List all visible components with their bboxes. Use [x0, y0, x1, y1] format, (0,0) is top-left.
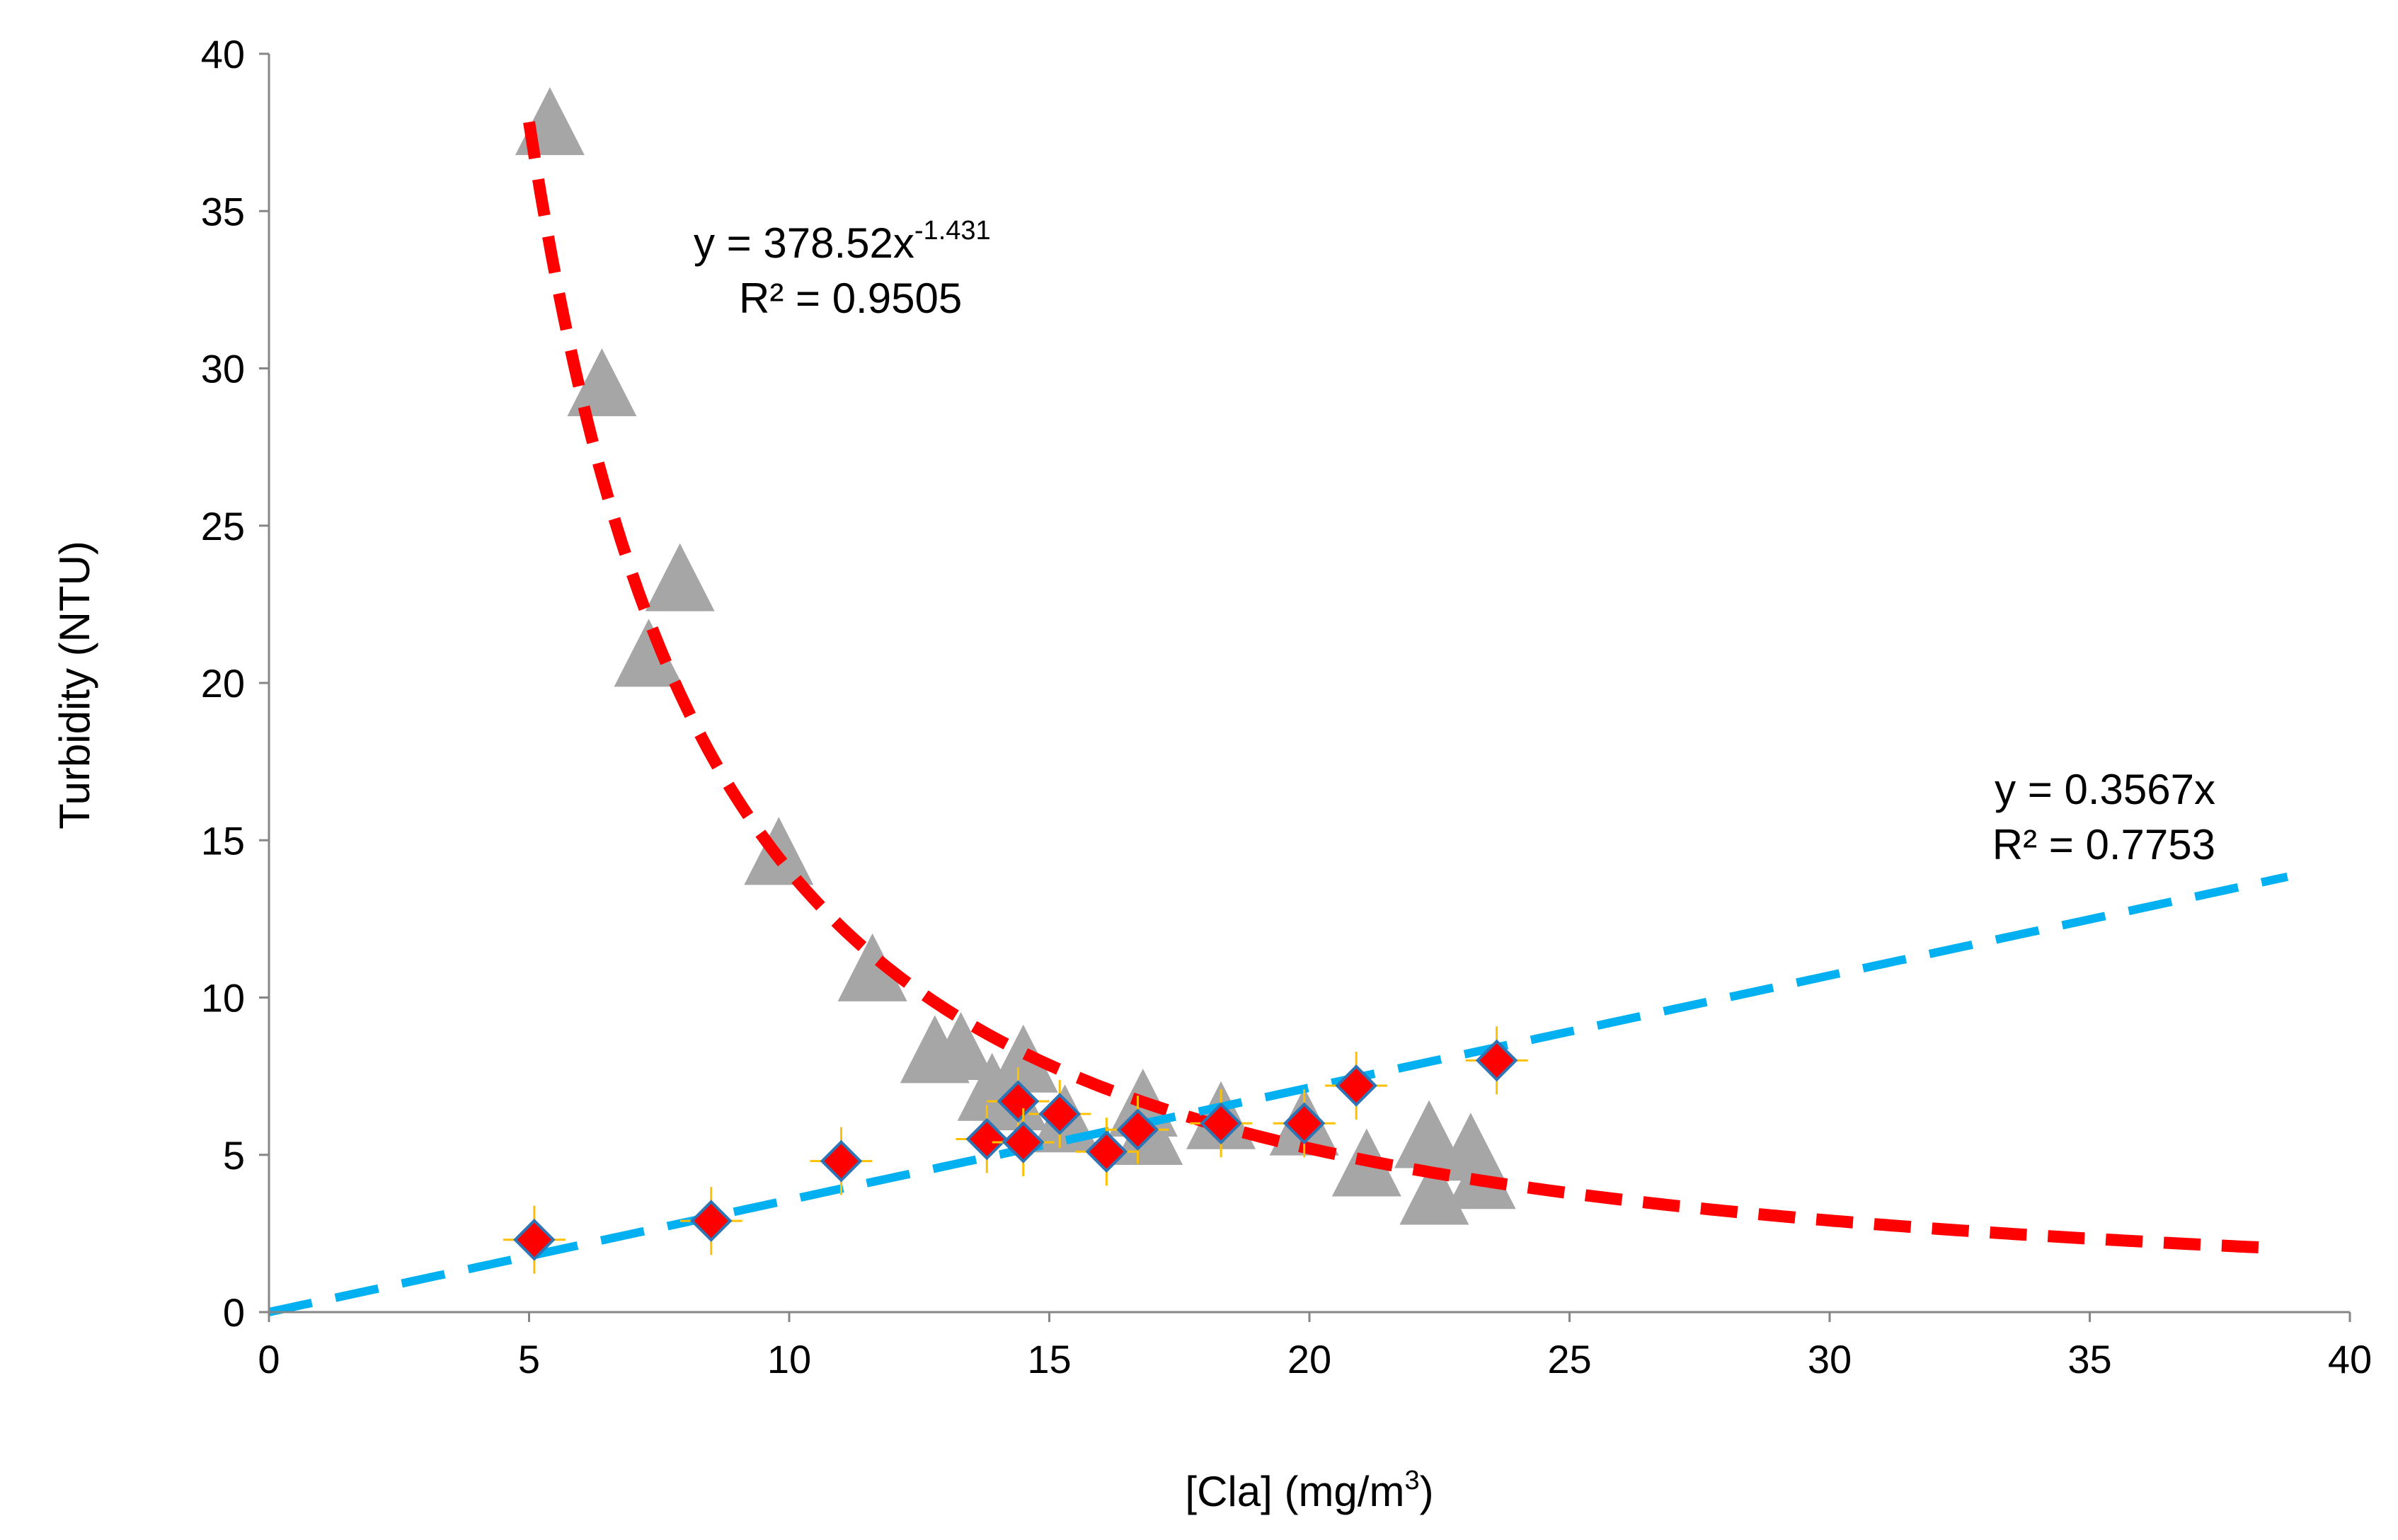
linear-trend-r2: R² = 0.7753 [1992, 821, 2215, 868]
triangle-data-point [614, 619, 684, 687]
linear-trend-annotation: y = 0.3567x R² = 0.7753 [1992, 766, 2215, 868]
power-trend-annotation: y = 378.52x-1.431 R² = 0.9505 [694, 216, 991, 322]
power-trendline [523, 121, 2262, 1254]
x-tick-label: 0 [258, 1337, 280, 1381]
diamond-data-point [1002, 1121, 1045, 1163]
y-tick-label: 40 [201, 32, 245, 76]
diamond-data-point [965, 1117, 1009, 1161]
x-tick-label: 40 [2328, 1337, 2372, 1381]
diamond-data-point [513, 1218, 556, 1261]
diamond-data-point [1085, 1130, 1128, 1173]
x-axis-title-main: [Cla] (mg/m [1185, 1468, 1404, 1515]
power-trend-r2: R² = 0.9505 [739, 275, 962, 322]
x-tick-label: 25 [1547, 1337, 1591, 1381]
triangle-data-point [1394, 1100, 1464, 1168]
y-tick-label: 15 [201, 818, 245, 863]
y-tick-label: 5 [223, 1133, 245, 1178]
x-axis-title-sup: 3 [1404, 1466, 1419, 1495]
diamond-data-point [820, 1139, 863, 1183]
tick-marks [259, 52, 2351, 1322]
diamond-data-point [1200, 1102, 1242, 1145]
linear-trendline [268, 872, 2289, 1316]
x-tick-label: 15 [1027, 1337, 1071, 1381]
x-tick-label: 30 [1808, 1337, 1852, 1381]
diamond-data-point [997, 1080, 1040, 1123]
power-equation-main: y = 378.52x [694, 219, 914, 267]
triangle-data-point [515, 87, 585, 156]
y-tick-label: 20 [201, 661, 245, 706]
x-axis-title: [Cla] (mg/m3) [1185, 1466, 1433, 1515]
triangle-data-point [567, 348, 637, 417]
power-equation-exponent: -1.431 [914, 216, 991, 246]
tick-labels: 0 5 10 15 20 25 30 35 40 0 5 10 15 20 25 30 35 40 [201, 32, 2372, 1381]
x-tick-label: 20 [1287, 1337, 1331, 1381]
y-tick-label: 25 [201, 504, 245, 548]
triangle-data-point [926, 1011, 996, 1080]
triangle-data-point [645, 543, 715, 611]
x-tick-label: 10 [767, 1337, 811, 1381]
diamond-data-point [1038, 1093, 1082, 1135]
y-tick-label: 30 [201, 347, 245, 391]
y-tick-label: 35 [201, 189, 245, 234]
diamond-data-point [1283, 1102, 1326, 1145]
x-tick-label: 35 [2067, 1337, 2111, 1381]
triangle-data-point [837, 933, 907, 1001]
x-axis-title-close: ) [1420, 1468, 1434, 1515]
linear-trend-equation: y = 0.3567x [1995, 766, 2215, 813]
diamond-data-point [1475, 1039, 1518, 1082]
y-axis-title: Turbidity (NTU) [51, 541, 98, 829]
diamond-data-point [1116, 1108, 1159, 1151]
y-tick-label: 0 [223, 1290, 245, 1335]
power-trend-equation: y = 378.52x-1.431 [694, 216, 991, 267]
diamond-data-point [1335, 1064, 1377, 1107]
x-tick-label: 5 [518, 1337, 540, 1381]
trendline-layer [268, 121, 2289, 1316]
y-tick-label: 10 [201, 976, 245, 1021]
diamond-series [503, 1026, 1528, 1274]
diamond-data-point [689, 1200, 733, 1242]
